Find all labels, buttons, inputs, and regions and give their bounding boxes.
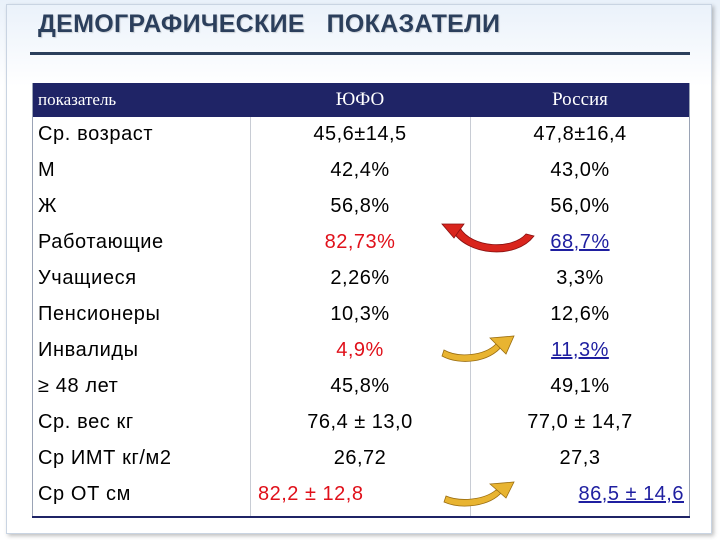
row-yufo-value: 10,3% (330, 303, 390, 325)
row-russia-value: 43,0% (550, 159, 610, 181)
row-yufo-value: 45,6±14,5 (313, 123, 407, 145)
table-row: М 42,4% 43,0% (32, 153, 690, 188)
slide-frame (6, 4, 712, 534)
table-row: Пенсионеры 10,3% 12,6% (32, 297, 690, 332)
row-label: Ж (38, 195, 58, 217)
row-yufo-value: 4,9% (336, 339, 384, 361)
row-russia-value: 49,1% (550, 375, 610, 397)
table-row: Работающие 82,73% 68,7% (32, 225, 690, 260)
row-russia-value: 47,8±16,4 (533, 123, 627, 145)
table-row: Ж 56,8% 56,0% (32, 189, 690, 224)
row-label: Пенсионеры (38, 303, 161, 325)
table-row: ≥ 48 лет 45,8% 49,1% (32, 369, 690, 404)
table-row: Учащиеся 2,26% 3,3% (32, 261, 690, 296)
slide-title: ДЕМОГРАФИЧЕСКИЕ ПОКАЗАТЕЛИ (38, 10, 501, 38)
row-label: Ср ИМТ кг/м2 (38, 447, 172, 469)
row-russia-value: 27,3 (559, 447, 601, 469)
row-yufo-value: 42,4% (330, 159, 390, 181)
row-yufo-value: 82,2 ± 12,8 (258, 483, 364, 505)
row-russia-value: 56,0% (550, 195, 610, 217)
column-divider (470, 117, 471, 517)
row-russia-value: 86,5 ± 14,6 (578, 483, 684, 505)
row-yufo-value: 26,72 (333, 447, 387, 469)
title-underline (30, 52, 690, 55)
table-header: показатель ЮФО Россия (32, 83, 690, 117)
row-russia-value: 68,7% (550, 231, 610, 253)
row-label: Ср. возраст (38, 123, 154, 145)
curved-arrow-icon (441, 335, 515, 362)
column-divider (250, 117, 251, 517)
row-label: Учащиеся (38, 267, 137, 289)
header-indicator: показатель (38, 90, 117, 109)
row-label: Работающие (38, 231, 164, 253)
table-row: Ср. возраст 45,6±14,5 47,8±16,4 (32, 117, 690, 152)
row-russia-value: 11,3% (551, 339, 609, 361)
table-border-left (32, 83, 33, 517)
row-label: Ср. вес кг (38, 411, 134, 433)
row-yufo-value: 82,73% (324, 231, 396, 253)
table-row: Ср. вес кг 76,4 ± 13,0 77,0 ± 14,7 (32, 405, 690, 440)
row-russia-value: 3,3% (556, 267, 604, 289)
row-yufo-value: 2,26% (330, 267, 390, 289)
row-yufo-value: 56,8% (330, 195, 390, 217)
table-border-right (689, 83, 690, 517)
row-yufo-value: 45,8% (330, 375, 390, 397)
row-label: М (38, 159, 56, 181)
table-border-bottom (32, 516, 690, 518)
row-label: Инвалиды (38, 339, 139, 361)
curved-arrow-icon (441, 223, 535, 253)
header-russia: Россия (552, 89, 608, 110)
table-row: Ср ОТ см 82,2 ± 12,8 86,5 ± 14,6 (32, 477, 690, 512)
table-row: Инвалиды 4,9% 11,3% (32, 333, 690, 368)
row-russia-value: 77,0 ± 14,7 (527, 411, 633, 433)
table-row: Ср ИМТ кг/м2 26,72 27,3 (32, 441, 690, 476)
row-label: ≥ 48 лет (38, 375, 119, 397)
row-yufo-value: 76,4 ± 13,0 (307, 411, 413, 433)
row-label: Ср ОТ см (38, 483, 132, 505)
header-yufo: ЮФО (335, 89, 385, 110)
curved-arrow-icon (443, 481, 515, 507)
row-russia-value: 12,6% (550, 303, 610, 325)
